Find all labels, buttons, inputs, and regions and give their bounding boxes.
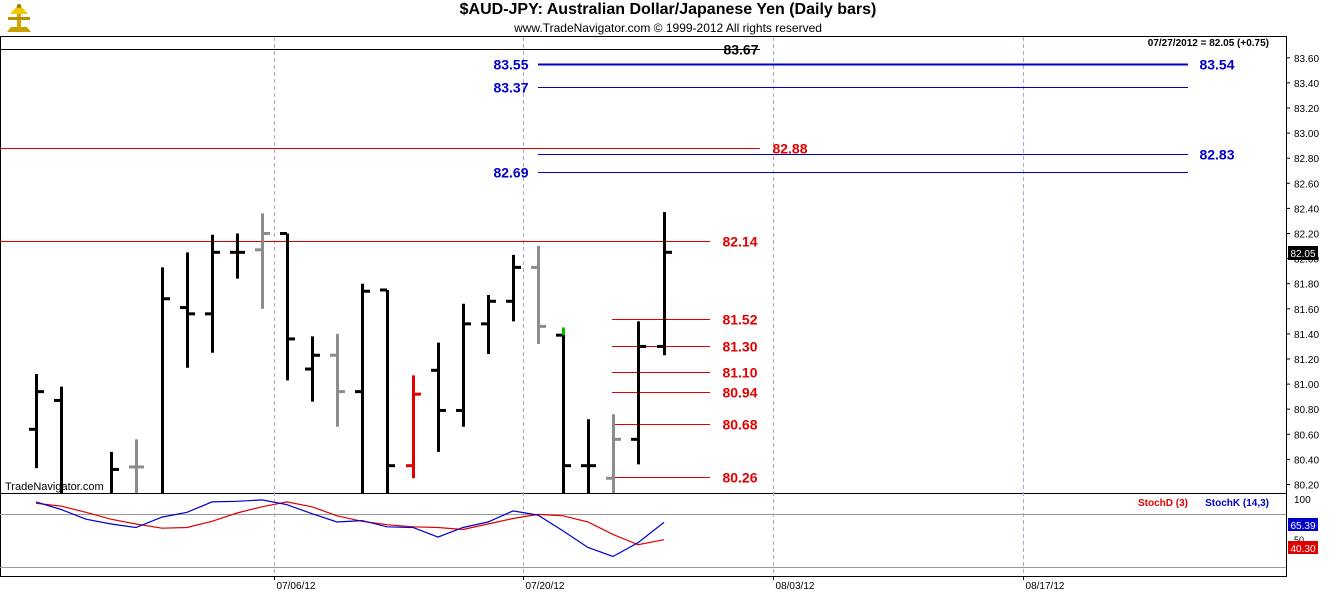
y-tick-label: 82.80 — [1294, 154, 1319, 165]
level-label: 83.37 — [493, 80, 528, 96]
current-price-box — [1288, 246, 1318, 260]
y-tick-label: 80.20 — [1294, 481, 1319, 492]
level-label: 80.68 — [722, 417, 757, 433]
level-label: 80.94 — [722, 385, 757, 401]
level-label: 81.52 — [722, 312, 757, 328]
y-tick-label: 81.00 — [1294, 380, 1319, 391]
x-tick-label: 08/17/12 — [1026, 581, 1065, 592]
x-tick-label: 08/03/12 — [776, 581, 815, 592]
price-axis: 80.20 80.40 80.60 80.80 81.00 81.20 81.40 81.60… — [1286, 54, 1319, 492]
level-label: 81.30 — [722, 339, 757, 355]
y-tick-label: 80.80 — [1294, 405, 1319, 416]
y-tick-label: 82.00 — [1294, 255, 1319, 266]
level-label: 83.67 — [723, 42, 758, 58]
stochd-value-box — [1288, 541, 1318, 554]
current-price-label: 82.05 — [1290, 249, 1315, 260]
price-levels: 83.67 83.55 83.54 83.37 82.88 82.83 82.69 82.14… — [0, 42, 1235, 486]
level-label: 82.14 — [722, 234, 757, 250]
y-tick-label: 80.60 — [1294, 430, 1319, 441]
level-label: 82.69 — [493, 165, 528, 181]
y-tick-label: 83.00 — [1294, 129, 1319, 140]
stochd-legend: StochD (3) — [1138, 498, 1188, 509]
stoch-axis-100: 100 — [1294, 495, 1311, 506]
y-tick-label: 82.20 — [1294, 230, 1319, 241]
stoch-axis-50: 50 — [1294, 535, 1304, 545]
y-tick-label: 82.40 — [1294, 204, 1319, 215]
y-tick-label: 81.60 — [1294, 305, 1319, 316]
watermark: TradeNavigator.com — [5, 481, 104, 493]
y-tick-label: 83.60 — [1294, 54, 1319, 65]
vertical-gridlines — [274, 37, 1024, 576]
stochd-line — [35, 501, 665, 546]
ohlc-bars — [29, 212, 672, 493]
x-tick-label: 07/20/12 — [526, 581, 565, 592]
level-label: 82.88 — [772, 141, 807, 157]
copyright-subtitle: www.TradeNavigator.com © 1999-2012 All r… — [514, 21, 822, 35]
stochd-value-label: 40.30 — [1290, 544, 1315, 555]
x-tick-label: 07/06/12 — [277, 581, 316, 592]
y-tick-label: 81.40 — [1294, 330, 1319, 341]
stochk-line — [35, 499, 665, 558]
last-quote-label: 07/27/2012 = 82.05 (+0.75) — [1148, 38, 1269, 49]
trade-navigator-logo-icon — [4, 2, 34, 39]
date-axis: 07/06/12 07/20/12 08/03/12 08/17/12 — [274, 576, 1065, 592]
y-tick-label: 80.40 — [1294, 455, 1319, 466]
y-tick-label: 83.20 — [1294, 104, 1319, 115]
stochk-value-label: 65.39 — [1290, 521, 1315, 532]
y-tick-label: 83.40 — [1294, 79, 1319, 90]
stochk-value-box — [1288, 518, 1318, 531]
stochk-legend: StochK (14,3) — [1205, 498, 1269, 509]
stochastic-panel — [35, 499, 665, 558]
level-label: 83.55 — [493, 57, 528, 73]
level-label-right: 83.54 — [1199, 57, 1234, 73]
y-tick-label: 82.60 — [1294, 179, 1319, 190]
y-tick-label: 81.80 — [1294, 280, 1319, 291]
level-label: 80.26 — [722, 470, 757, 486]
level-label: 82.83 — [1199, 147, 1234, 163]
y-tick-label: 81.20 — [1294, 355, 1319, 366]
chart-title: $AUD-JPY: Australian Dollar/Japanese Yen… — [459, 1, 877, 18]
level-label: 81.10 — [722, 365, 757, 381]
